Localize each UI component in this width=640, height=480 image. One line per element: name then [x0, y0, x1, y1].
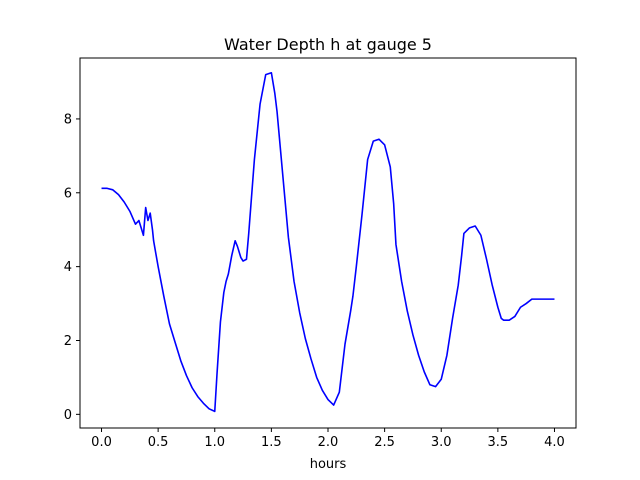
x-tick-label: 3.5: [488, 435, 509, 450]
x-axis-ticks: 0.0 0.5 1.0 1.5 2.0 2.5 3.0 3.5 4.0: [91, 428, 565, 450]
x-tick-label: 0.0: [91, 435, 112, 450]
series-layer: [101, 71, 555, 413]
plot-area: [80, 58, 576, 428]
x-tick-label: 2.0: [318, 435, 339, 450]
y-tick-label: 0: [64, 408, 72, 423]
y-tick-label: 4: [64, 260, 72, 275]
x-tick-label: 2.5: [374, 435, 395, 450]
series-line-0: [101, 71, 555, 413]
x-tick-label: 1.0: [204, 435, 225, 450]
x-tick-label: 4.0: [544, 435, 565, 450]
x-axis-label: hours: [310, 457, 347, 472]
chart-title: Water Depth h at gauge 5: [224, 35, 432, 54]
x-tick-label: 3.0: [431, 435, 452, 450]
y-tick-label: 2: [64, 334, 72, 349]
y-axis-ticks: 0 2 4 6 8: [64, 112, 80, 423]
x-tick-label: 0.5: [148, 435, 169, 450]
x-tick-label: 1.5: [261, 435, 282, 450]
y-tick-label: 8: [64, 112, 72, 127]
y-tick-label: 6: [64, 186, 72, 201]
